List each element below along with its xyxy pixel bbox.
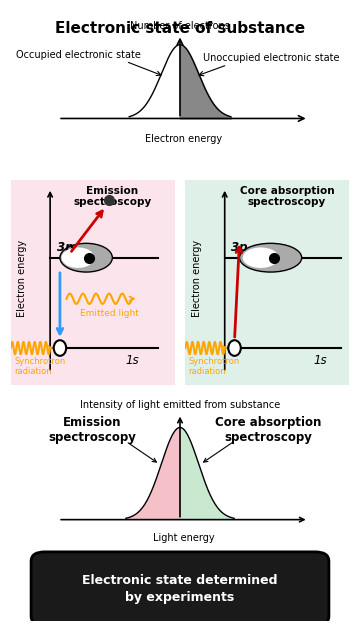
FancyBboxPatch shape: [1, 384, 359, 626]
FancyBboxPatch shape: [31, 552, 329, 625]
Text: Intensity of light emitted from substance: Intensity of light emitted from substanc…: [80, 400, 280, 410]
Ellipse shape: [60, 244, 112, 272]
Ellipse shape: [239, 244, 302, 272]
Text: 3p: 3p: [231, 241, 248, 254]
Ellipse shape: [62, 247, 94, 268]
Circle shape: [228, 340, 241, 356]
Text: Electron energy: Electron energy: [145, 133, 222, 143]
Text: Emission
spectroscopy: Emission spectroscopy: [48, 416, 136, 444]
Text: Electron energy: Electron energy: [17, 240, 27, 317]
Text: 1s: 1s: [313, 354, 327, 367]
Text: Electronic state of substance: Electronic state of substance: [55, 21, 305, 36]
FancyBboxPatch shape: [1, 1, 359, 175]
Text: Electron energy: Electron energy: [192, 240, 202, 317]
Text: Unoccupied electronic state: Unoccupied electronic state: [203, 53, 339, 63]
Circle shape: [54, 340, 66, 356]
Text: Emission
spectroscopy: Emission spectroscopy: [73, 186, 152, 207]
Text: Core absorption
spectroscopy: Core absorption spectroscopy: [215, 416, 321, 444]
Ellipse shape: [243, 247, 279, 268]
FancyBboxPatch shape: [180, 173, 354, 391]
Text: Core absorption
spectroscopy: Core absorption spectroscopy: [240, 186, 334, 207]
Text: Synchrotron
radiation: Synchrotron radiation: [14, 357, 65, 376]
Text: Electronic state determined
by experiments: Electronic state determined by experimen…: [82, 574, 278, 603]
Text: Occupied electronic state: Occupied electronic state: [16, 49, 141, 59]
Text: Number of electrons: Number of electrons: [130, 21, 230, 31]
Text: Synchrotron
radiation: Synchrotron radiation: [189, 357, 240, 376]
Text: 1s: 1s: [125, 354, 139, 367]
Text: 3p: 3p: [57, 241, 73, 254]
FancyBboxPatch shape: [6, 173, 180, 391]
Text: Light energy: Light energy: [153, 533, 214, 543]
Text: Emitted light: Emitted light: [80, 309, 139, 317]
